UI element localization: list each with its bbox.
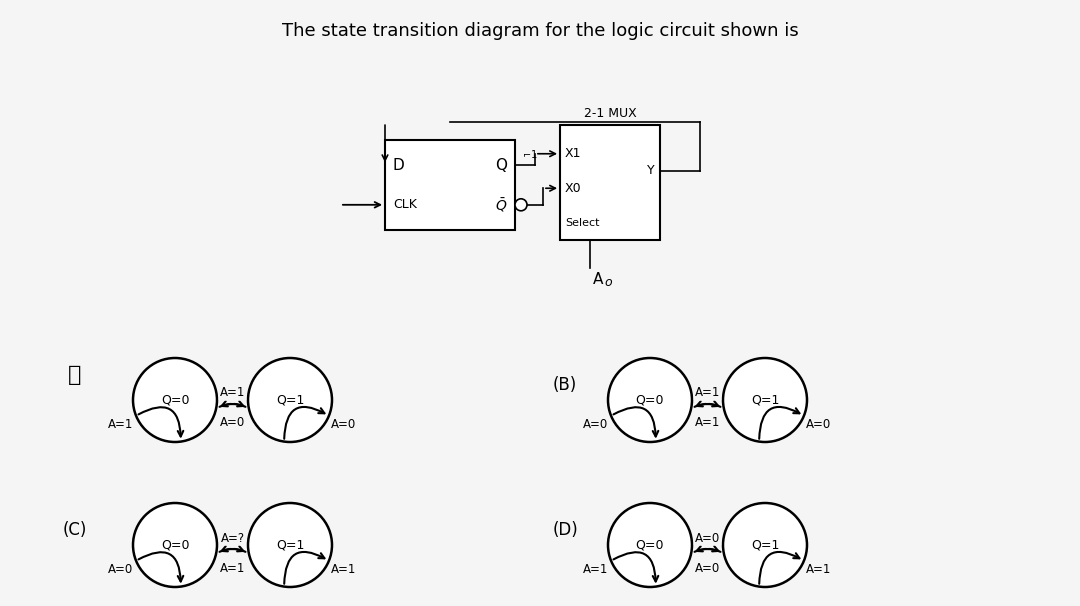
Bar <box>384 140 515 230</box>
Text: A=0: A=0 <box>694 562 720 574</box>
Text: A=?: A=? <box>220 531 244 545</box>
Text: A=1: A=1 <box>220 562 245 574</box>
Text: A=0: A=0 <box>583 418 609 431</box>
Circle shape <box>248 358 332 442</box>
Text: A=1: A=1 <box>694 387 720 399</box>
Text: CLK: CLK <box>393 198 417 211</box>
Text: X1: X1 <box>565 147 581 160</box>
Text: Y: Y <box>647 164 654 178</box>
Text: A=0: A=0 <box>332 418 356 431</box>
Text: Q=0: Q=0 <box>161 539 189 551</box>
Bar <box>561 125 660 240</box>
Circle shape <box>723 503 807 587</box>
Circle shape <box>133 503 217 587</box>
Text: A=1: A=1 <box>108 418 134 431</box>
Text: Q: Q <box>495 158 507 173</box>
Text: Q=1: Q=1 <box>275 539 305 551</box>
Text: Q=0: Q=0 <box>161 393 189 407</box>
Text: A=0: A=0 <box>807 418 832 431</box>
Circle shape <box>608 503 692 587</box>
Text: Q=0: Q=0 <box>636 393 664 407</box>
Circle shape <box>723 358 807 442</box>
Text: A=1: A=1 <box>694 416 720 430</box>
Text: Q=1: Q=1 <box>275 393 305 407</box>
Text: Q=1: Q=1 <box>751 539 779 551</box>
Text: (D): (D) <box>552 521 578 539</box>
Text: D: D <box>393 158 405 173</box>
Text: ⌐1: ⌐1 <box>523 150 537 160</box>
Text: A: A <box>593 272 604 287</box>
Text: (B): (B) <box>553 376 577 394</box>
Text: 2-1 MUX: 2-1 MUX <box>583 107 636 120</box>
Text: A=0: A=0 <box>220 416 245 430</box>
Circle shape <box>515 199 527 211</box>
Text: The state transition diagram for the logic circuit shown is: The state transition diagram for the log… <box>282 22 798 40</box>
Text: Select: Select <box>565 218 599 228</box>
Text: A=1: A=1 <box>583 563 609 576</box>
Text: Q=1: Q=1 <box>751 393 779 407</box>
Text: (C): (C) <box>63 521 87 539</box>
Text: A=0: A=0 <box>694 531 720 545</box>
Text: $\bar{Q}$: $\bar{Q}$ <box>495 196 507 214</box>
Circle shape <box>133 358 217 442</box>
Text: Q=0: Q=0 <box>636 539 664 551</box>
Text: A=1: A=1 <box>220 387 245 399</box>
Text: o: o <box>604 276 611 289</box>
Text: 🖉: 🖉 <box>68 365 82 385</box>
Circle shape <box>608 358 692 442</box>
Text: X0: X0 <box>565 182 582 195</box>
Text: A=0: A=0 <box>108 563 134 576</box>
Text: A=1: A=1 <box>332 563 356 576</box>
Text: A=1: A=1 <box>807 563 832 576</box>
Circle shape <box>248 503 332 587</box>
